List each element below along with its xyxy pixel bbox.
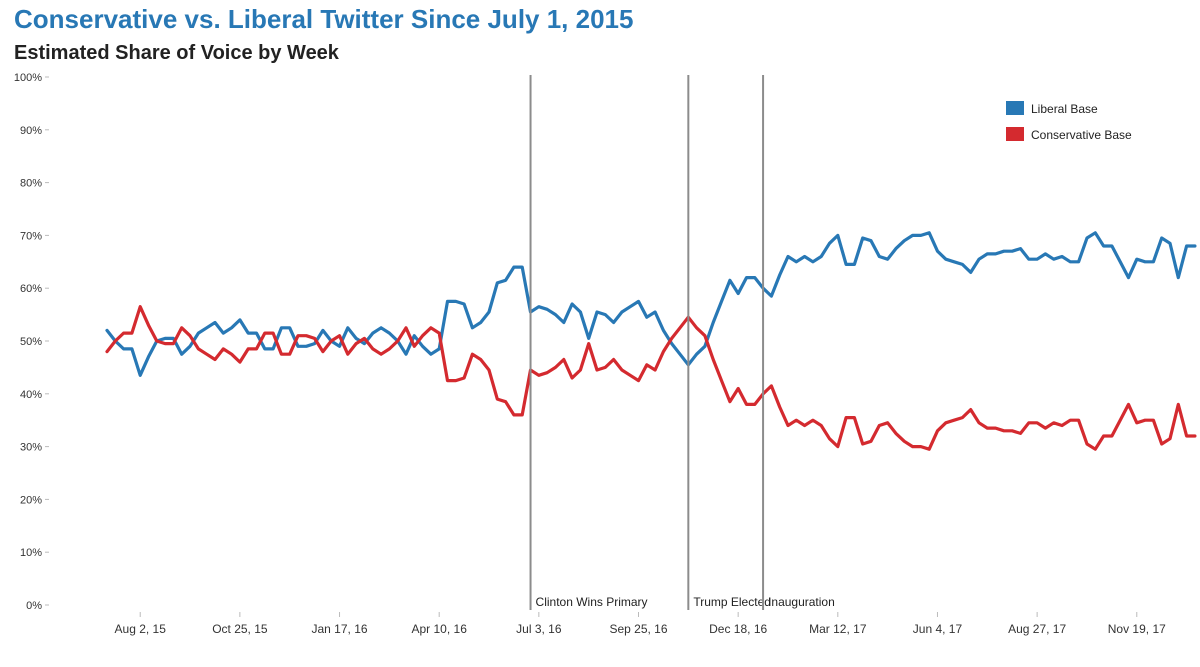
event-label: Clinton Wins Primary [536,595,648,609]
x-tick-label: Mar 12, 17 [809,622,867,636]
legend-label: Liberal Base [1031,102,1098,116]
y-tick-label: 90% [20,125,42,137]
y-tick-label: 70% [20,230,42,242]
x-tick-label: Jul 3, 16 [516,622,562,636]
y-tick-label: 20% [20,494,42,506]
legend-label: Conservative Base [1031,128,1132,142]
x-tick-label: Aug 27, 17 [1008,622,1066,636]
y-tick-label: 60% [20,283,42,295]
chart-title: Conservative vs. Liberal Twitter Since J… [14,4,634,34]
chart-subtitle: Estimated Share of Voice by Week [14,42,339,64]
y-tick-label: 30% [20,442,42,454]
x-tick-label: Aug 2, 15 [115,622,167,636]
x-tick-label: Jun 4, 17 [913,622,963,636]
x-axis: Aug 2, 15 Oct 25, 15 Jan 17, 16 Apr 10, 16 J… [115,612,1166,636]
y-tick-label: 100% [14,72,42,84]
event-label: Trump Elected [693,595,771,609]
event-markers: Clinton Wins Primary Trump ElectedInaugur… [529,75,835,610]
y-tick-label: 40% [20,389,42,401]
legend: Liberal Base Conservative Base [1006,101,1132,142]
legend-swatch [1006,127,1024,141]
x-tick-label: Jan 17, 16 [312,622,368,636]
x-tick-label: Sep 25, 16 [609,622,667,636]
series-lines [105,231,1197,451]
x-tick-label: Nov 19, 17 [1108,622,1166,636]
x-tick-label: Dec 18, 16 [709,622,767,636]
legend-swatch [1006,101,1024,115]
y-tick-label: 50% [20,336,42,348]
y-tick-label: 10% [20,547,42,559]
y-axis: 0% 10% 20% 30% 40% 50% 60% 70% 80% 90% 100% [14,72,49,612]
series-line-liberal-base [105,231,1197,377]
x-tick-label: Apr 10, 16 [412,622,468,636]
y-tick-label: 0% [26,600,42,612]
y-tick-label: 80% [20,178,42,190]
x-tick-label: Oct 25, 15 [212,622,268,636]
event-label: Inauguration [768,595,835,609]
series-line-conservative-base [105,305,1197,451]
